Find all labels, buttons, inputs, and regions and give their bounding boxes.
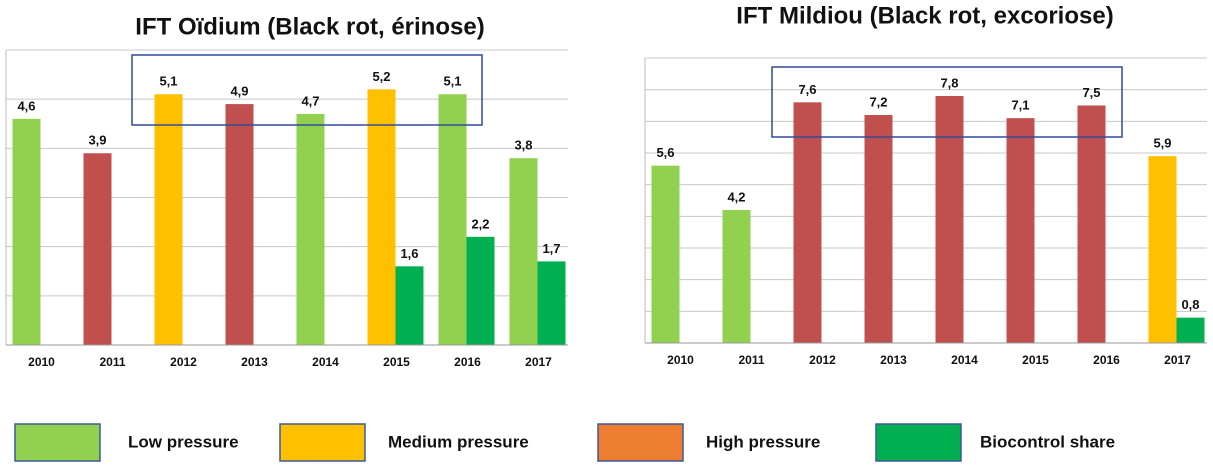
bar bbox=[935, 96, 964, 343]
legend-label: High pressure bbox=[706, 432, 820, 451]
x-tick-label: 2011 bbox=[99, 355, 125, 369]
x-tick-label: 2014 bbox=[312, 355, 339, 369]
bar bbox=[12, 118, 41, 345]
data-label: 4,6 bbox=[17, 98, 35, 113]
data-label: 4,7 bbox=[301, 93, 319, 108]
x-tick-label: 2016 bbox=[454, 355, 481, 369]
x-tick-label: 2011 bbox=[738, 353, 764, 367]
x-tick-label: 2010 bbox=[28, 355, 55, 369]
data-label: 1,7 bbox=[542, 241, 560, 256]
data-label: 3,9 bbox=[88, 133, 106, 148]
bar bbox=[395, 266, 424, 345]
data-label: 7,2 bbox=[869, 94, 887, 109]
legend-swatch bbox=[14, 423, 101, 462]
legend-label: Biocontrol share bbox=[980, 432, 1115, 451]
x-tick-label: 2017 bbox=[1164, 353, 1191, 367]
bar bbox=[793, 102, 822, 343]
x-tick-label: 2012 bbox=[170, 355, 197, 369]
data-label: 0,8 bbox=[1181, 297, 1199, 312]
highlight-box bbox=[771, 66, 1123, 138]
data-label: 5,1 bbox=[159, 74, 177, 89]
bar bbox=[466, 236, 495, 345]
x-tick-label: 2014 bbox=[951, 353, 978, 367]
bar bbox=[1006, 118, 1035, 344]
x-tick-label: 2013 bbox=[880, 353, 907, 367]
data-label: 4,2 bbox=[727, 189, 745, 204]
x-tick-label: 2015 bbox=[383, 355, 410, 369]
data-label: 5,6 bbox=[656, 145, 674, 160]
bar bbox=[1077, 105, 1106, 343]
data-label: 4,9 bbox=[230, 84, 248, 99]
bar bbox=[83, 153, 112, 345]
x-tick-label: 2013 bbox=[241, 355, 268, 369]
bar bbox=[296, 113, 325, 346]
bar bbox=[509, 158, 538, 345]
bar bbox=[722, 210, 751, 343]
data-label: 7,6 bbox=[798, 82, 816, 97]
x-tick-label: 2017 bbox=[525, 355, 552, 369]
chart-title: IFT Oïdium (Black rot, érinose) bbox=[135, 13, 484, 40]
data-label: 5,2 bbox=[372, 69, 390, 84]
bar bbox=[1148, 156, 1177, 343]
legend-label: Low pressure bbox=[128, 432, 239, 451]
bar bbox=[225, 104, 254, 345]
chart-title: IFT Mildiou (Black rot, excoriose) bbox=[736, 2, 1113, 29]
data-label: 5,1 bbox=[443, 74, 461, 89]
bar bbox=[1176, 317, 1205, 343]
legend-label: Medium pressure bbox=[388, 432, 529, 451]
legend-swatch bbox=[875, 423, 962, 462]
bar bbox=[537, 261, 566, 345]
data-label: 5,9 bbox=[1153, 136, 1171, 151]
x-tick-label: 2010 bbox=[667, 353, 694, 367]
data-label: 7,5 bbox=[1082, 85, 1100, 100]
data-label: 3,8 bbox=[514, 138, 532, 153]
bar bbox=[651, 165, 680, 343]
bar bbox=[864, 115, 893, 343]
highlight-box bbox=[131, 54, 483, 126]
legend-swatch bbox=[597, 423, 684, 462]
x-tick-label: 2016 bbox=[1093, 353, 1120, 367]
data-label: 1,6 bbox=[400, 246, 418, 261]
data-label: 2,2 bbox=[471, 216, 489, 231]
bar bbox=[154, 94, 183, 345]
x-tick-label: 2012 bbox=[809, 353, 836, 367]
data-label: 7,8 bbox=[940, 75, 958, 90]
data-label: 7,1 bbox=[1011, 98, 1029, 113]
bar bbox=[367, 89, 396, 345]
x-tick-label: 2015 bbox=[1022, 353, 1049, 367]
bar bbox=[438, 94, 467, 345]
legend-swatch bbox=[279, 423, 366, 462]
